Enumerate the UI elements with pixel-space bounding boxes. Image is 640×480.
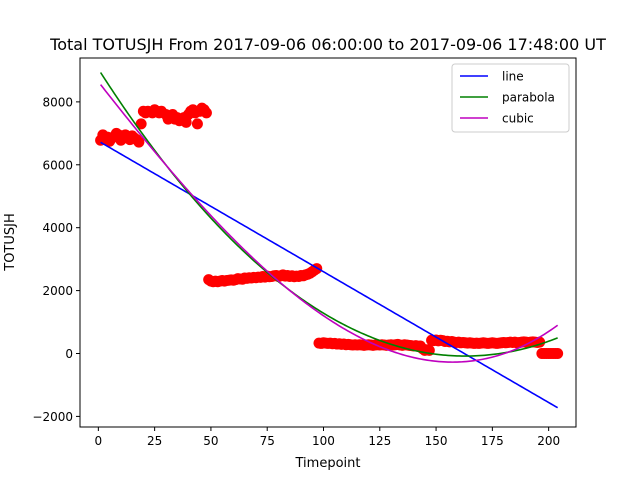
y-tick-label: 0 — [65, 347, 73, 361]
scatter-point — [191, 118, 203, 130]
fit-line-line — [100, 141, 559, 409]
legend-label-parabola: parabola — [502, 91, 555, 105]
y-axis-ticks: −2000 0 2000 4000 6000 8000 — [32, 95, 80, 424]
x-tick-label: 50 — [203, 434, 218, 448]
y-tick-label: 8000 — [42, 95, 73, 109]
fit-lines — [99, 72, 559, 409]
x-tick-label: 125 — [368, 434, 391, 448]
fit-line-cubic — [99, 84, 559, 363]
y-tick-label: 2000 — [42, 284, 73, 298]
scatter-point — [133, 136, 145, 148]
x-axis-ticks: 0 25 50 75 100 125 150 175 200 — [95, 427, 560, 448]
x-axis-label: Timepoint — [295, 456, 361, 471]
legend-box — [451, 63, 570, 133]
y-axis-label: TOTUSJH — [3, 213, 18, 272]
x-tick-label: 75 — [260, 434, 275, 448]
scatter-point — [135, 118, 147, 130]
y-tick-label: 4000 — [42, 221, 73, 235]
y-tick-label: 6000 — [42, 158, 73, 172]
y-tick-label: −2000 — [32, 410, 73, 424]
x-tick-label: 150 — [425, 434, 448, 448]
plot-frame — [79, 57, 577, 428]
x-tick-label: 0 — [95, 434, 103, 448]
x-tick-label: 25 — [147, 434, 162, 448]
legend-label-cubic: cubic — [502, 112, 534, 126]
x-tick-label: 200 — [537, 434, 560, 448]
scatter-point — [552, 348, 564, 359]
legend-label-line: line — [502, 70, 524, 84]
x-tick-label: 175 — [481, 434, 504, 448]
legend: line parabola cubic — [451, 63, 570, 133]
scatter-point — [200, 107, 212, 119]
plot-area — [95, 72, 564, 409]
x-tick-label: 100 — [312, 434, 335, 448]
chart-title: Total TOTUSJH From 2017-09-06 06:00:00 t… — [49, 35, 606, 54]
